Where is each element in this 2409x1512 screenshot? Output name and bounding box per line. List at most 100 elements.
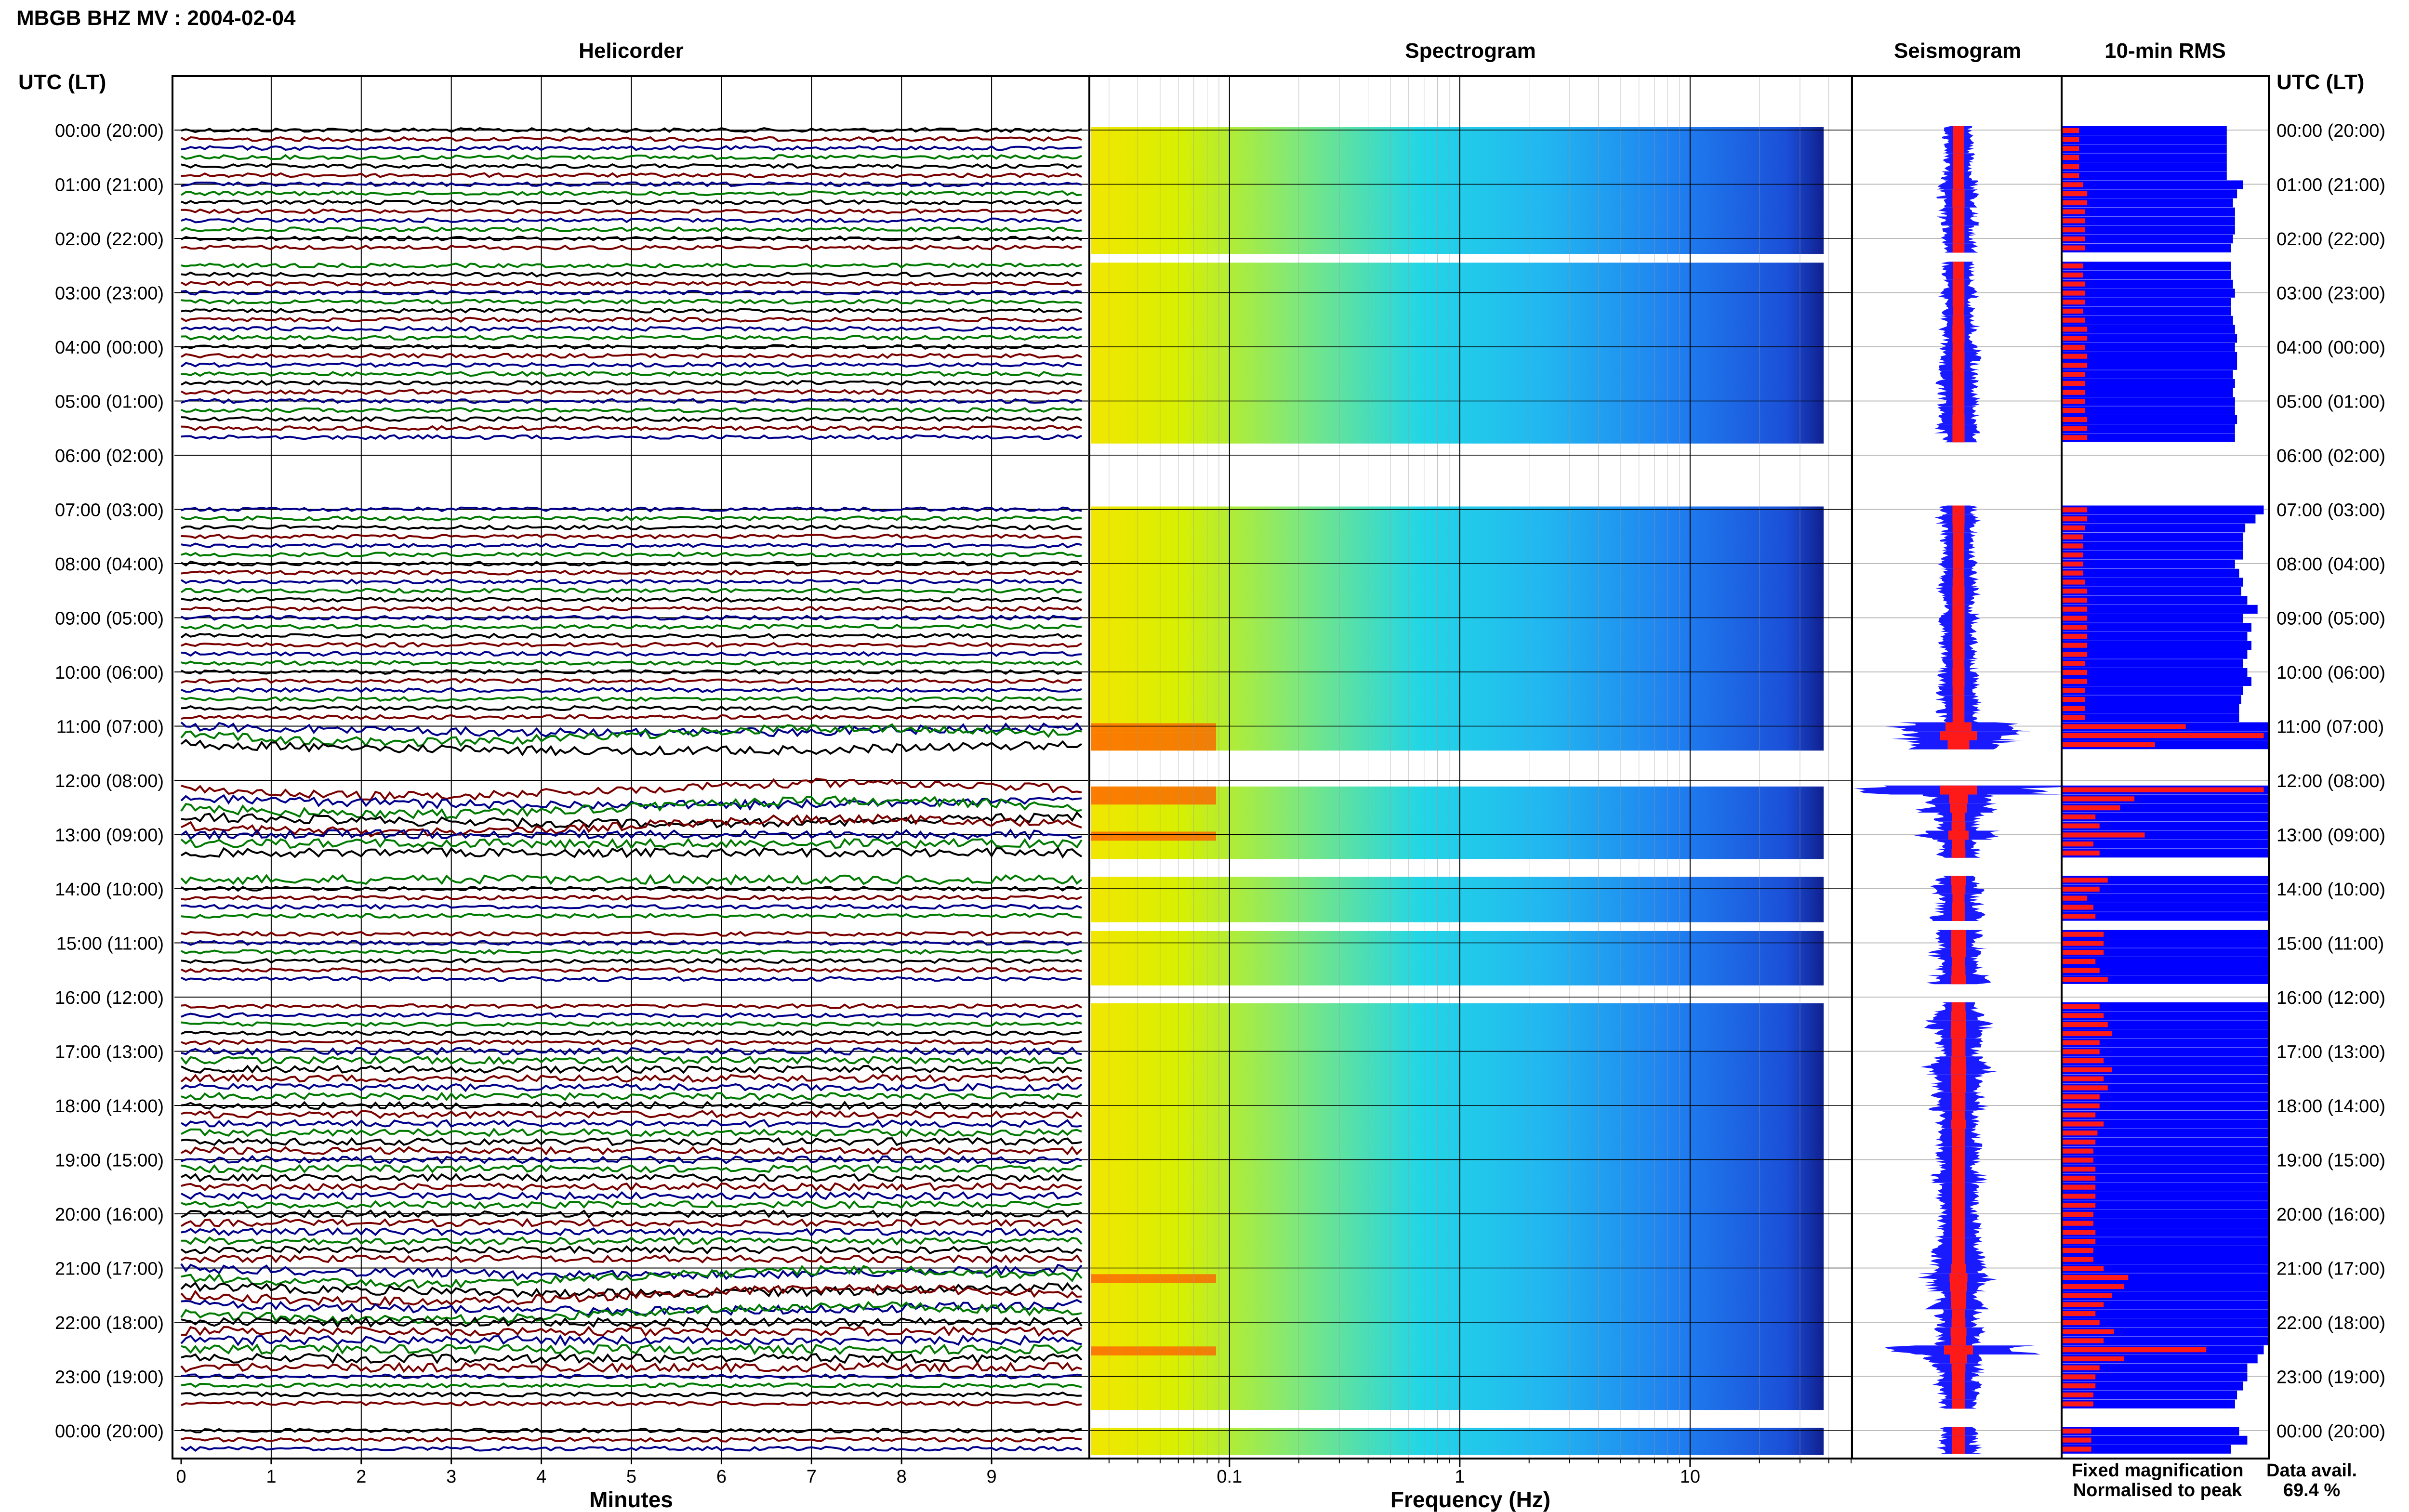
helicorder-xtick-label: 1 <box>266 1467 276 1487</box>
spectrogram-block <box>1091 127 1824 137</box>
rms-normalised-bar <box>2063 814 2096 820</box>
rms-fixed-bar <box>2063 596 2248 605</box>
hour-label-right: 00:00 (20:00) <box>2277 121 2385 141</box>
rms-fixed-bar <box>2063 1228 2268 1237</box>
helicorder-trace <box>181 217 1082 224</box>
helicorder-trace <box>181 1046 1082 1056</box>
helicorder-trace <box>181 1209 1082 1219</box>
rms-fixed-bar <box>2063 668 2248 677</box>
helicorder-trace <box>180 1074 1082 1083</box>
rms-normalised-bar <box>2063 552 2083 558</box>
rms-fixed-bar <box>2063 1020 2268 1029</box>
hour-label-left: 06:00 (02:00) <box>55 446 164 466</box>
spectrogram-block <box>1091 624 1824 633</box>
seismogram-normalised-trace <box>1952 1391 1965 1400</box>
spectrogram-block <box>1091 515 1824 525</box>
spectrogram-block <box>1091 660 1824 670</box>
helicorder-trace <box>181 1110 1083 1119</box>
page-title: MBGB BHZ MV : 2004-02-04 <box>16 6 296 30</box>
seismogram-normalised-trace <box>1952 1165 1965 1174</box>
spectrogram-block <box>1091 1355 1824 1365</box>
rms-normalised-bar <box>2063 1194 2096 1199</box>
rms-fixed-bar <box>2063 1110 2268 1120</box>
seismogram-normalised-trace <box>1952 614 1965 623</box>
seismogram-normalised-trace <box>1951 849 1966 858</box>
rms-fixed-bar <box>2063 189 2237 198</box>
spectrogram-block <box>1091 416 1824 426</box>
rms-normalised-bar <box>2063 1257 2093 1262</box>
hour-label-left: 21:00 (17:00) <box>55 1259 164 1279</box>
seismogram-normalised-trace <box>1953 551 1964 560</box>
rms-normalised-bar <box>2063 977 2108 982</box>
helicorder-trace <box>181 1227 1083 1237</box>
rms-fixed-bar <box>2063 1174 2268 1183</box>
rms-normalised-bar <box>2063 1058 2104 1064</box>
spectrogram-block <box>1091 1337 1824 1347</box>
rms-normalised-bar <box>2063 1329 2114 1334</box>
helicorder-xtick-label: 7 <box>807 1467 817 1487</box>
rms-normalised-bar <box>2063 1428 2091 1434</box>
rms-normalised-bar <box>2063 173 2079 178</box>
seismogram-normalised-trace <box>1952 1210 1965 1219</box>
helicorder-trace <box>180 190 1082 197</box>
rms-normalised-bar <box>2063 1221 2093 1226</box>
hour-label-left: 03:00 (23:00) <box>55 284 164 304</box>
rms-normalised-bar <box>2063 227 2085 233</box>
rms-normalised-bar <box>2063 697 2085 702</box>
spectrogram-block <box>1091 1012 1824 1022</box>
helicorder-trace <box>180 1281 1083 1299</box>
helicorder-trace <box>181 1326 1082 1337</box>
helicorder-trace <box>181 1427 1082 1434</box>
rms-normalised-bar <box>2063 1383 2096 1389</box>
spectrogram-block <box>1091 732 1824 742</box>
helicorder-trace <box>181 714 1082 720</box>
rms-normalised-bar <box>2063 661 2085 666</box>
helicorder-trace <box>181 669 1082 675</box>
spectrogram-block <box>1091 1111 1824 1121</box>
hour-label-left: 02:00 (22:00) <box>55 229 164 250</box>
spectrogram-block <box>1091 1120 1824 1130</box>
helicorder-trace <box>181 334 1082 341</box>
hour-label-right: 09:00 (05:00) <box>2277 609 2385 629</box>
seismogram-normalised-trace <box>1952 298 1965 307</box>
helicorder-trace <box>181 1128 1082 1137</box>
helicorder-trace <box>180 1119 1082 1128</box>
helicorder-trace <box>181 1021 1082 1027</box>
helicorder-panel: 0 1 2 3 4 5 6 7 8 9 Minutes <box>172 75 1090 1512</box>
rms-fixed-bar <box>2063 677 2251 686</box>
spectrogram-block <box>1091 172 1824 182</box>
helicorder-trace <box>181 506 1082 513</box>
spectrogram-block <box>1091 145 1824 155</box>
spectrogram-xtick-label: 0.1 <box>1217 1467 1242 1487</box>
helicorder-trace <box>181 515 1082 522</box>
hour-label-right: 23:00 (19:00) <box>2277 1367 2385 1388</box>
helicorder-trace <box>181 1236 1083 1246</box>
seismogram-normalised-trace <box>1953 153 1964 163</box>
helicorder-trace <box>180 632 1082 639</box>
seismogram-normalised-trace <box>1951 1300 1966 1310</box>
hour-label-left: 00:00 (20:00) <box>55 1421 164 1442</box>
hour-label-left: 18:00 (14:00) <box>55 1096 164 1117</box>
rms-fixed-bar <box>2063 370 2233 379</box>
hour-label-right: 19:00 (15:00) <box>2277 1151 2385 1171</box>
seismogram-normalised-trace <box>1952 524 1965 533</box>
rms-normalised-bar <box>2063 1211 2093 1217</box>
rms-normalised-bar <box>2063 372 2085 377</box>
rms-fixed-bar <box>2063 704 2239 713</box>
spectrogram-block <box>1091 1220 1824 1230</box>
rms-fixed-bar <box>2063 623 2251 632</box>
seismogram-normalised-trace <box>1952 912 1965 921</box>
seismogram-normalised-trace <box>1952 623 1965 632</box>
spectrogram-block <box>1091 1030 1824 1040</box>
seismogram-normalised-trace <box>1953 307 1964 316</box>
spectrogram-block <box>1091 407 1824 417</box>
spectrogram-block <box>1091 434 1824 444</box>
rms-normalised-bar <box>2063 516 2088 522</box>
seismogram-normalised-trace <box>1950 1327 1967 1337</box>
helicorder-trace <box>181 398 1082 404</box>
seismogram-normalised-trace <box>1940 731 1977 741</box>
seismogram-normalised-trace <box>1951 1020 1966 1030</box>
helicorder-trace <box>181 533 1082 539</box>
helicorder-trace <box>180 738 1083 757</box>
rms-fixed-bar <box>2063 216 2235 225</box>
